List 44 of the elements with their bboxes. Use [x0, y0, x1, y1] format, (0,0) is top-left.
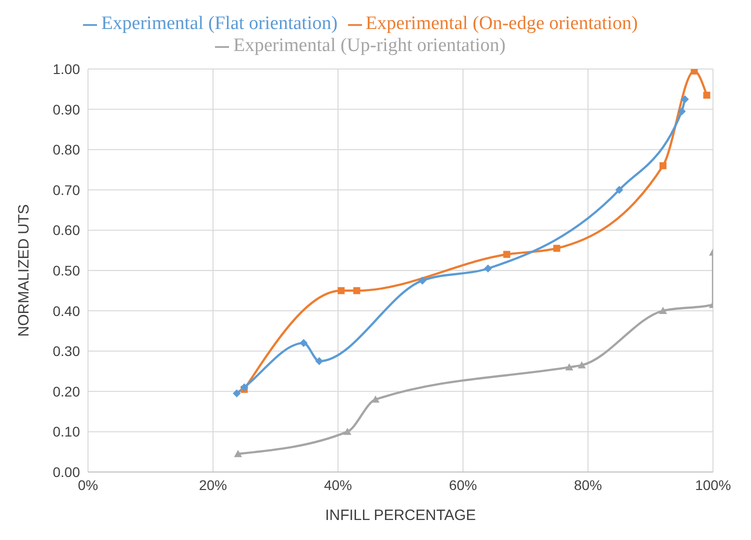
- point: [240, 383, 248, 392]
- point: [678, 107, 686, 116]
- point: [503, 250, 510, 258]
- y-tick-label: 0.00: [52, 464, 80, 480]
- point: [418, 276, 426, 285]
- point: [300, 339, 308, 348]
- point: [553, 244, 560, 252]
- y-tick-label: 0.50: [52, 262, 80, 278]
- point: [578, 361, 586, 368]
- x-tick-label: 0%: [78, 476, 98, 493]
- y-tick-label: 0.90: [52, 101, 80, 118]
- point: [372, 395, 380, 403]
- legend-label: Experimental (On-edge orientation): [366, 13, 638, 34]
- point: [565, 363, 574, 370]
- x-tick-label: 60%: [448, 476, 478, 493]
- point: [343, 428, 352, 435]
- y-tick-label: 0.60: [52, 222, 80, 238]
- point: [615, 186, 624, 194]
- legend-label: Experimental (Up-right orientation): [233, 35, 506, 56]
- legend-label: Experimental (Flat orientation): [101, 13, 338, 34]
- y-tick-label: 0.20: [52, 383, 80, 400]
- point: [338, 287, 345, 294]
- point: [703, 92, 710, 99]
- point: [660, 162, 666, 170]
- y-tick-label: 1.00: [52, 60, 80, 77]
- x-tick-label: 100%: [695, 476, 731, 493]
- y-tick-label: 0.80: [52, 142, 80, 158]
- y-tick-label: 0.30: [52, 343, 80, 360]
- x-tick-label: 40%: [324, 476, 352, 493]
- point: [353, 287, 360, 294]
- y-axis-title: NORMALIZED UTS: [15, 204, 32, 337]
- point: [680, 95, 689, 104]
- point: [234, 450, 242, 458]
- x-tick-label: 20%: [198, 476, 228, 493]
- x-axis-title: INFILL PERCENTAGE: [325, 507, 476, 524]
- point: [659, 306, 667, 314]
- y-tick-label: 0.40: [52, 302, 80, 319]
- y-tick-label: 0.70: [52, 182, 80, 198]
- point: [232, 389, 241, 398]
- x-tick-label: 80%: [574, 476, 602, 493]
- y-tick-label: 0.10: [52, 424, 80, 440]
- point: [484, 264, 492, 272]
- point: [690, 69, 698, 75]
- point: [315, 357, 324, 366]
